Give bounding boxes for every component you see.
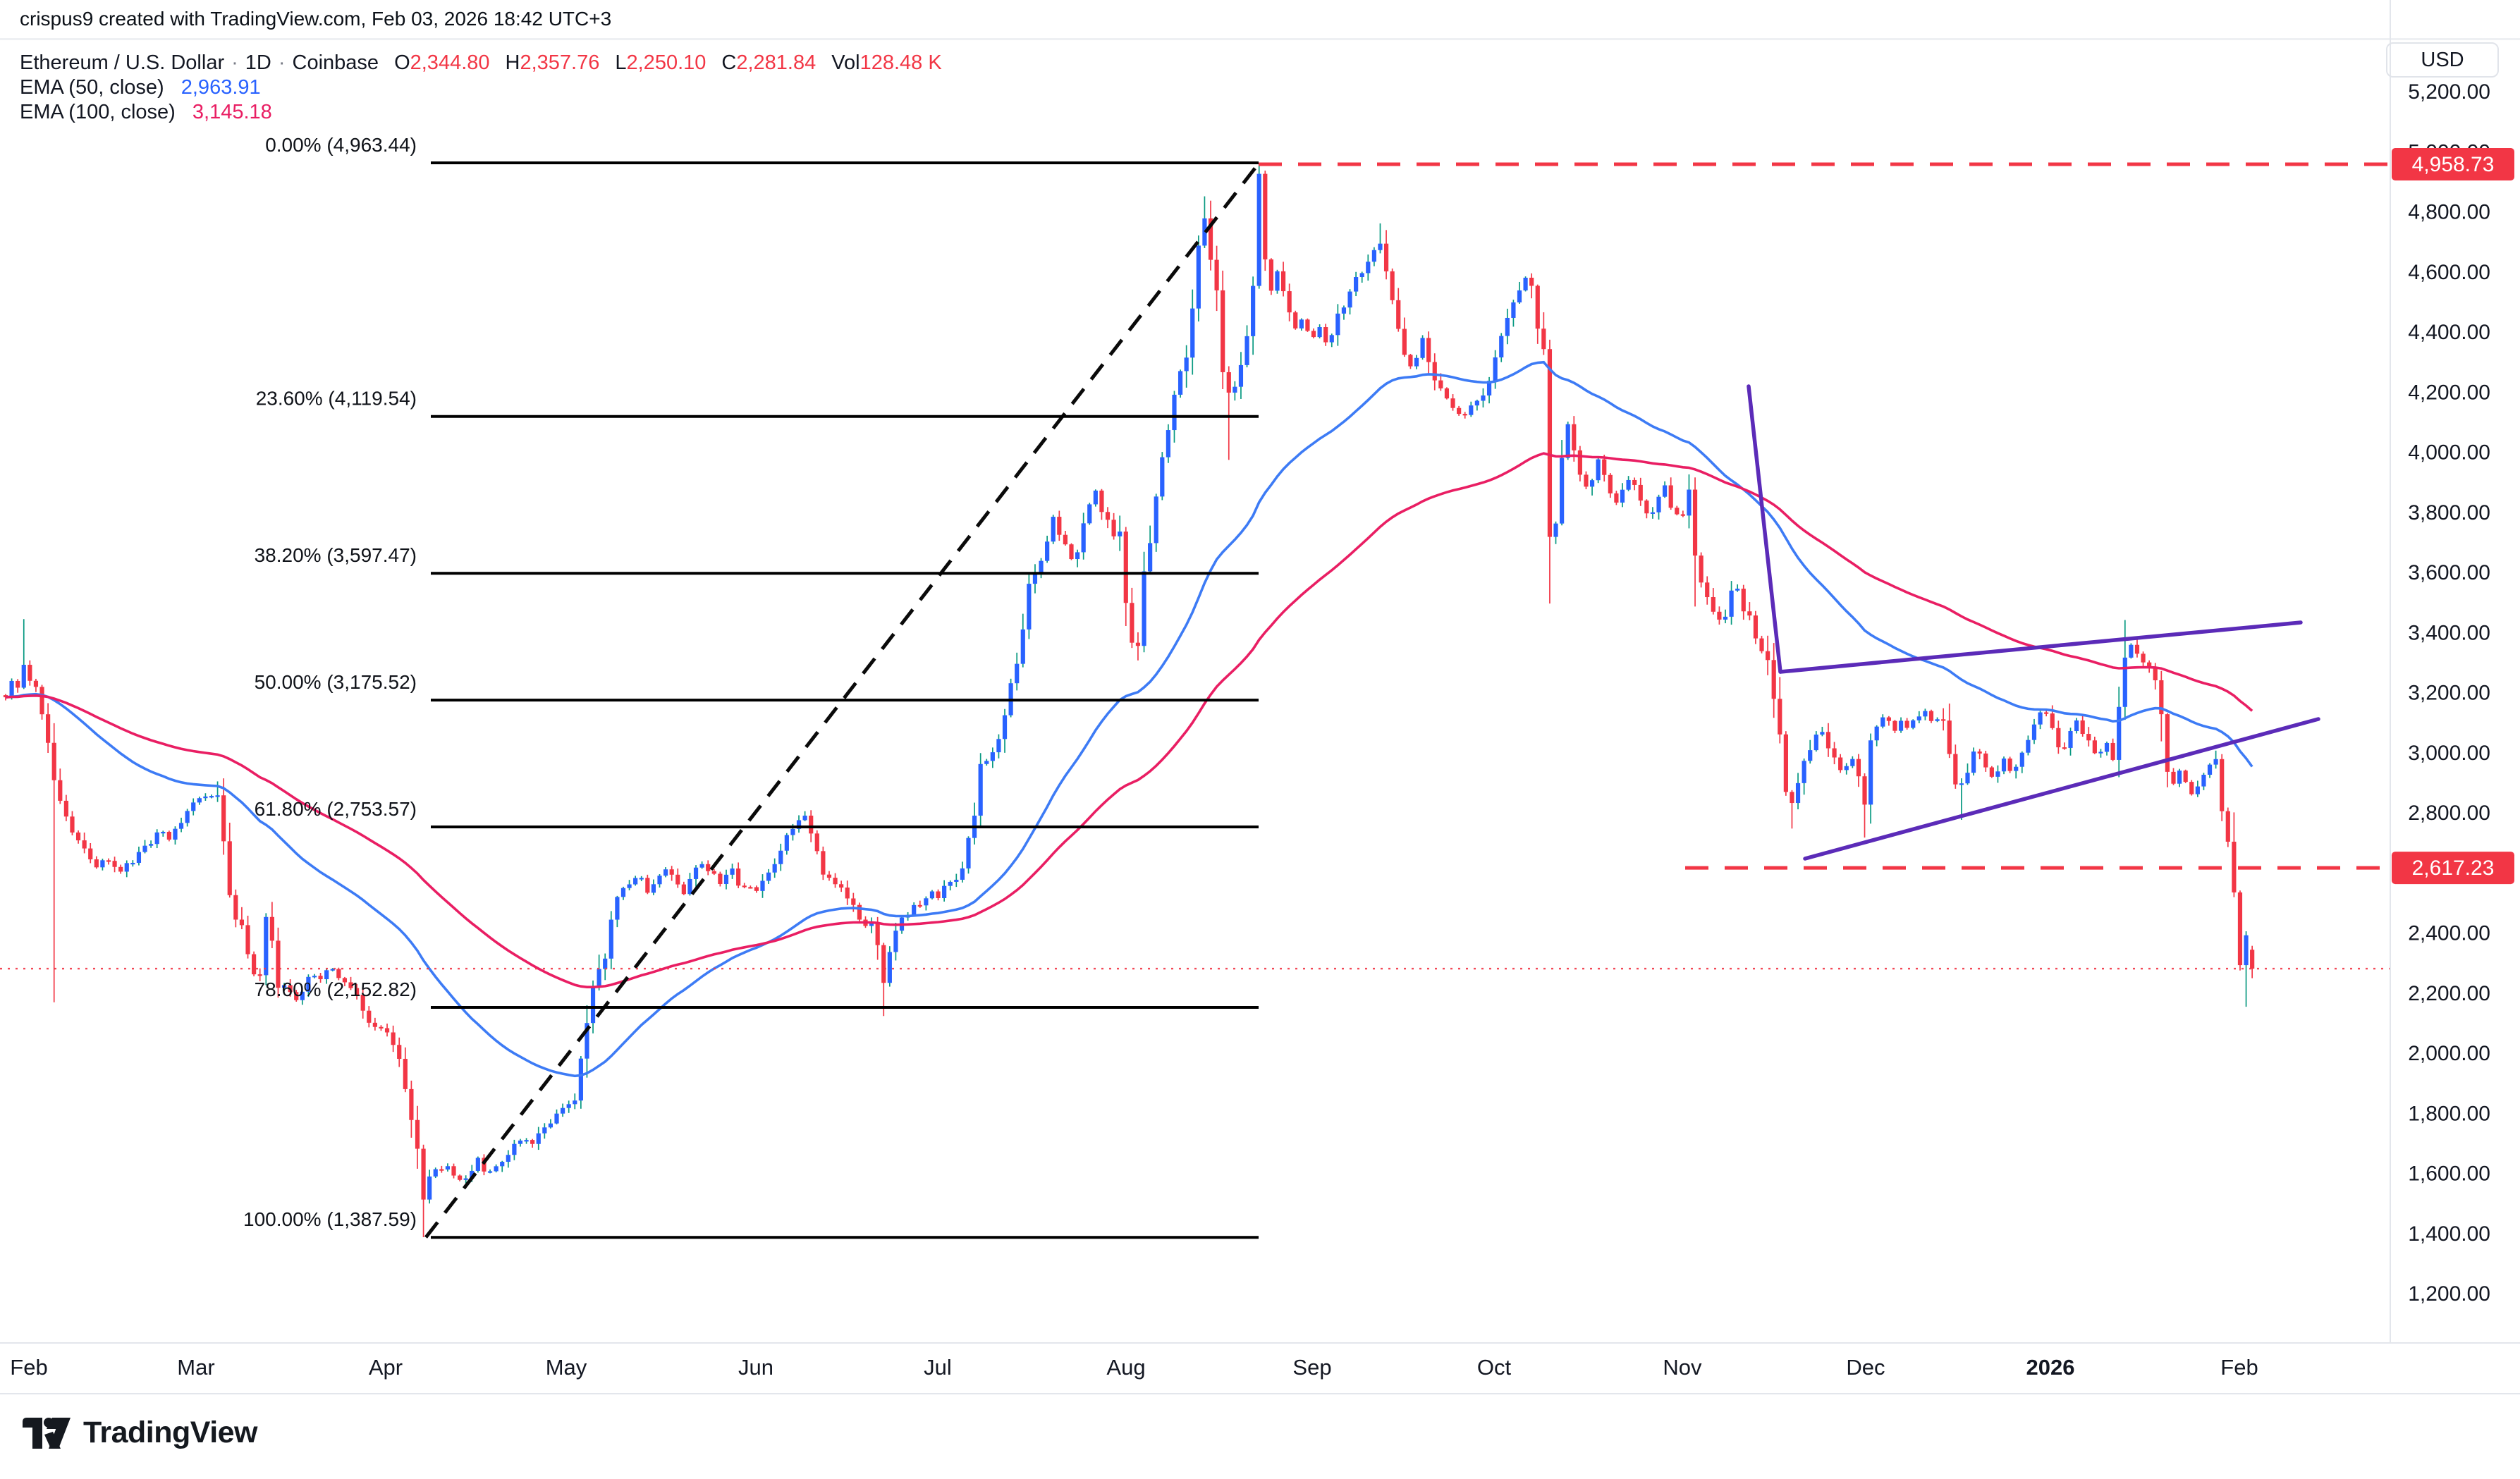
time-tick-label: Mar	[177, 1355, 214, 1380]
ema50-label: EMA (50, close)	[20, 76, 164, 99]
price-tick-label: 4,000.00	[2408, 441, 2490, 465]
price-tick-label: 4,400.00	[2408, 321, 2490, 344]
tradingview-logo-icon	[23, 1417, 71, 1449]
ema100-label: EMA (100, close)	[20, 101, 176, 123]
price-tick-label: 3,400.00	[2408, 621, 2490, 644]
ohlc-value: 2,281.84	[736, 51, 816, 74]
tradingview-footer[interactable]: TradingView	[21, 1416, 258, 1450]
fib-label: 78.60% (2,152.82)	[255, 978, 417, 1000]
time-tick-label: Oct	[1477, 1355, 1512, 1380]
ema100-row[interactable]: EMA (100, close) 3,145.18	[20, 100, 942, 125]
time-tick-label: Nov	[1663, 1355, 1702, 1380]
ohlc-value: 2,357.76	[520, 51, 600, 74]
fib-label: 61.80% (2,753.57)	[255, 798, 417, 820]
price-tick-label: 2,400.00	[2408, 922, 2490, 945]
fib-label: 38.20% (3,597.47)	[255, 544, 417, 566]
ohlc-key: C	[721, 51, 737, 74]
purple-trendline[interactable]	[1803, 717, 2320, 861]
exchange-name[interactable]: Coinbase	[292, 51, 379, 74]
ema50-value: 2,963.91	[181, 76, 261, 99]
fib-label: 0.00% (4,963.44)	[265, 134, 417, 156]
time-axis[interactable]: Feb Mar Apr May Jun Jul Aug Sep Oct Nov Dec 2026 Feb	[10, 1355, 2258, 1380]
price-label-text: 2,617.23	[2412, 857, 2495, 880]
attribution-text: crispus9 created with TradingView.com, F…	[20, 8, 612, 30]
ema100-value: 3,145.18	[192, 101, 272, 123]
time-tick-label: Apr	[369, 1355, 403, 1380]
price-tick-label: 2,000.00	[2408, 1042, 2490, 1065]
ohlc-key: O	[394, 51, 410, 74]
price-label-text: 4,958.73	[2412, 153, 2495, 176]
ema50-line[interactable]	[5, 360, 2253, 1078]
fib-label: 50.00% (3,175.52)	[255, 671, 417, 693]
candlesticks	[3, 163, 2255, 1238]
price-axis[interactable]: 5,200.005,000.004,800.004,600.004,400.00…	[2408, 80, 2490, 1306]
fib-label: 23.60% (4,119.54)	[256, 388, 417, 410]
time-tick-label: Feb	[2220, 1355, 2258, 1380]
price-tick-label: 1,800.00	[2408, 1102, 2490, 1125]
ohlc-value: 2,250.10	[626, 51, 707, 74]
timeframe[interactable]: 1D	[245, 51, 271, 74]
ohlc-value: 2,344.80	[410, 51, 490, 74]
fib-label: 100.00% (1,387.59)	[243, 1208, 417, 1230]
time-tick-label: Feb	[10, 1355, 47, 1380]
price-tick-label: 4,600.00	[2408, 261, 2490, 284]
volume-label: Vol	[831, 51, 860, 74]
ohlc-key: L	[615, 51, 627, 74]
ema100-line[interactable]	[5, 452, 2253, 988]
price-tick-label: 3,200.00	[2408, 682, 2490, 705]
tradingview-wordmark: TradingView	[83, 1416, 258, 1449]
price-tick-label: 2,200.00	[2408, 982, 2490, 1005]
price-tick-label: 3,800.00	[2408, 501, 2490, 524]
topbar-divider	[0, 38, 2520, 40]
legend-separator-1: ·	[231, 51, 238, 74]
dashed-trendline[interactable]	[424, 163, 1259, 1239]
fib-retracement: 0.00% (4,963.44) 23.60% (4,119.54) 38.20% …	[243, 134, 1259, 1239]
legend-separator-2: ·	[278, 51, 286, 74]
price-tick-label: 1,400.00	[2408, 1222, 2490, 1246]
attribution-bar: crispus9 created with TradingView.com, F…	[0, 0, 2520, 38]
purple-trendline[interactable]	[1747, 384, 1782, 674]
time-tick-label: Aug	[1106, 1355, 1145, 1380]
time-tick-label: Sep	[1292, 1355, 1331, 1380]
time-tick-label: 2026	[2026, 1355, 2075, 1380]
axes	[0, 0, 2520, 1394]
price-tick-label: 4,800.00	[2408, 201, 2490, 224]
time-tick-label: Jul	[924, 1355, 952, 1380]
price-tick-label: 5,200.00	[2408, 80, 2490, 104]
price-tick-label: 1,200.00	[2408, 1282, 2490, 1306]
price-label-badge	[2392, 148, 2514, 181]
time-tick-label: Dec	[1846, 1355, 1885, 1380]
purple-trendline[interactable]	[1778, 620, 2303, 674]
currency-toggle-button[interactable]: USD	[2386, 42, 2499, 78]
ema50-row[interactable]: EMA (50, close) 2,963.91	[20, 75, 942, 100]
price-tick-label: 1,600.00	[2408, 1162, 2490, 1186]
time-tick-label: May	[546, 1355, 587, 1380]
price-tick-label: 3,000.00	[2408, 742, 2490, 765]
volume-value: 128.48 K	[860, 51, 942, 74]
price-tick-label: 3,600.00	[2408, 561, 2490, 584]
price-tick-label: 4,200.00	[2408, 381, 2490, 404]
symbol-row[interactable]: Ethereum / U.S. Dollar · 1D · Coinbase O2,344…	[20, 51, 942, 75]
time-tick-label: Jun	[738, 1355, 773, 1380]
symbol-name[interactable]: Ethereum / U.S. Dollar	[20, 51, 225, 74]
ohlc-values: O2,344.80 H2,357.76 L2,250.10 C2,281.84	[379, 51, 816, 74]
price-label-badge	[2392, 852, 2514, 885]
chart-legend: Ethereum / U.S. Dollar · 1D · Coinbase O2,344…	[20, 51, 942, 125]
price-tick-label: 2,800.00	[2408, 802, 2490, 825]
price-pane	[3, 163, 2320, 1239]
ohlc-key: H	[505, 51, 520, 74]
